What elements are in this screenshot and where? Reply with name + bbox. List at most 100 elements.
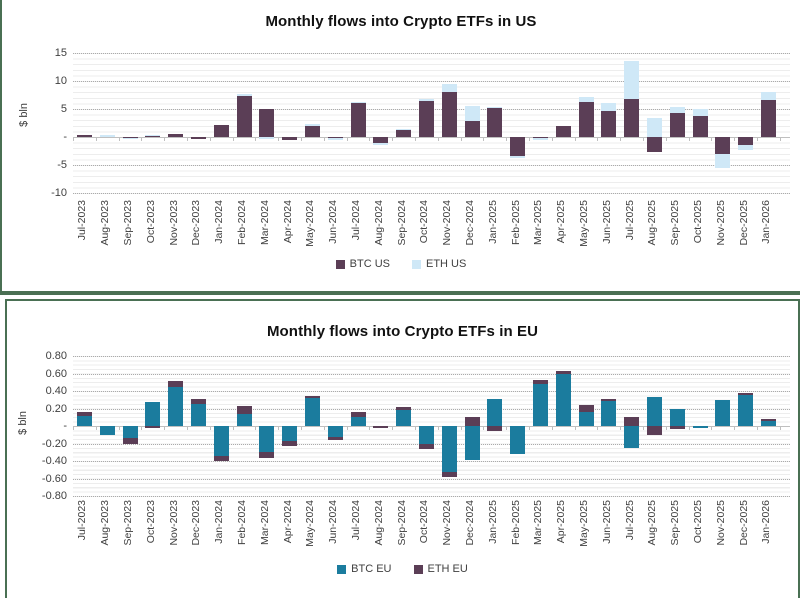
axis-tick-mark: [551, 426, 553, 430]
legend-swatch: [335, 259, 345, 269]
bar-segment-btc-us: [168, 133, 184, 137]
y-tick-label: -0.20: [41, 437, 67, 450]
bar-segment-eth-eu: [441, 471, 457, 477]
bar-segment-btc-us: [669, 112, 685, 137]
x-tick-label: Apr-2024: [281, 200, 294, 244]
bar-segment-btc-us: [555, 125, 571, 137]
bar-segment-btc-eu: [190, 404, 206, 426]
axis-tick-mark: [665, 137, 667, 141]
bar-segment-eth-eu: [464, 417, 480, 426]
axis-tick-mark: [779, 137, 781, 141]
x-tick-label: Feb-2025: [509, 200, 522, 245]
x-tick-label: Aug-2023: [99, 200, 112, 246]
y-tick-label: 0.40: [45, 385, 67, 397]
bar-segment-btc-us: [304, 126, 320, 137]
x-tick-label: Jan-2024: [213, 200, 226, 244]
axis-tick-mark: [369, 426, 371, 430]
x-tick-label: Sep-2023: [122, 200, 134, 246]
axis-tick-mark: [597, 137, 599, 141]
legend-item: BTC US: [335, 258, 390, 270]
x-tick-label: Jun-2025: [600, 200, 613, 244]
axis-tick-mark: [483, 426, 485, 430]
bar-segment-eth-us: [487, 107, 503, 109]
x-tick-label: Oct-2024: [418, 200, 431, 244]
bar-segment-btc-us: [145, 135, 161, 137]
bar-segment-btc-us: [236, 95, 252, 137]
x-tick-label: Sep-2024: [395, 500, 408, 546]
x-tick-label: Aug-2025: [646, 500, 659, 546]
major-gridline: [73, 373, 790, 375]
major-gridline: [73, 461, 790, 462]
x-tick-label: Aug-2024: [372, 500, 385, 546]
bar-segment-btc-us: [646, 137, 662, 153]
major-gridline: [73, 356, 790, 357]
bar-segment-eth-us: [373, 143, 389, 145]
axis-tick-mark: [73, 137, 74, 141]
major-gridline: [73, 81, 790, 82]
bar-segment-btc-eu: [441, 426, 457, 472]
axis-tick-mark: [506, 426, 508, 430]
legend-swatch: [412, 259, 421, 269]
legend-label: BTC US: [349, 258, 390, 270]
axis-tick-mark: [323, 137, 325, 141]
axis-tick-mark: [346, 137, 348, 141]
bar-segment-eth-us: [669, 107, 685, 113]
y-tick-label: -: [63, 420, 67, 432]
bar-segment-eth-eu: [145, 426, 161, 428]
bar-segment-eth-us: [532, 138, 548, 141]
bar-segment-eth-us: [624, 61, 640, 100]
bar-segment-btc-us: [487, 108, 503, 137]
axis-tick-mark: [734, 137, 736, 141]
axis-tick-mark: [597, 426, 599, 430]
major-gridline: [73, 478, 790, 480]
bar-segment-eth-eu: [418, 444, 434, 449]
major-gridline: [73, 391, 790, 392]
zero-axis-line: [73, 137, 790, 138]
x-tick-label: Oct-2025: [692, 500, 704, 544]
x-tick-label: Feb-2025: [509, 500, 522, 545]
axis-tick-mark: [187, 137, 188, 141]
bar-segment-eth-us: [715, 154, 731, 168]
chart-panel-us: Monthly flows into Crypto ETFs in US $ b…: [0, 0, 800, 295]
bar-segment-btc-eu: [510, 426, 526, 454]
x-tick-label: May-2025: [578, 200, 590, 247]
bar-segment-btc-eu: [760, 420, 776, 426]
axis-tick-mark: [187, 426, 188, 430]
x-tick-label: Dec-2024: [464, 200, 476, 246]
legend-swatch: [413, 564, 423, 574]
bar-segment-btc-eu: [555, 373, 571, 426]
bar-segment-eth-eu: [532, 379, 548, 384]
chart-title-eu: Monthly flows into Crypto ETFs in EU: [266, 323, 539, 340]
bar-segment-btc-eu: [578, 412, 594, 426]
bar-segment-eth-eu: [236, 405, 252, 414]
axis-tick-mark: [711, 426, 713, 430]
axis-tick-mark: [255, 137, 257, 141]
x-tick-label: Oct-2023: [144, 200, 157, 244]
bar-segment-btc-us: [259, 109, 275, 137]
x-tick-label: Nov-2024: [441, 500, 454, 546]
x-tick-label: Aug-2023: [99, 500, 112, 546]
axis-tick-mark: [620, 426, 622, 430]
axis-tick-mark: [415, 426, 416, 430]
bar-segment-eth-eu: [213, 455, 229, 461]
y-tick-label: -0.40: [41, 455, 67, 467]
x-tick-label: Nov-2024: [441, 200, 454, 246]
bar-segment-btc-us: [396, 129, 412, 137]
axis-tick-mark: [643, 137, 644, 141]
x-tick-label: Dec-2024: [464, 500, 476, 546]
x-tick-label: Dec-2023: [190, 500, 203, 546]
bar-segment-eth-eu: [669, 426, 685, 429]
axis-tick-mark: [278, 137, 280, 141]
axis-tick-mark: [460, 426, 462, 430]
bar-segment-btc-us: [350, 103, 366, 137]
axis-tick-mark: [164, 137, 166, 141]
bar-segment-eth-us: [692, 109, 708, 116]
bar-segment-btc-eu: [669, 408, 685, 426]
y-tick-label: -5: [57, 159, 67, 171]
axis-tick-mark: [255, 426, 257, 430]
y-tick-label: -0.80: [41, 490, 67, 502]
x-tick-label: Oct-2024: [418, 500, 431, 544]
axis-tick-mark: [301, 137, 302, 141]
bar-segment-eth-us: [760, 91, 776, 101]
bar-segment-btc-eu: [282, 426, 298, 441]
